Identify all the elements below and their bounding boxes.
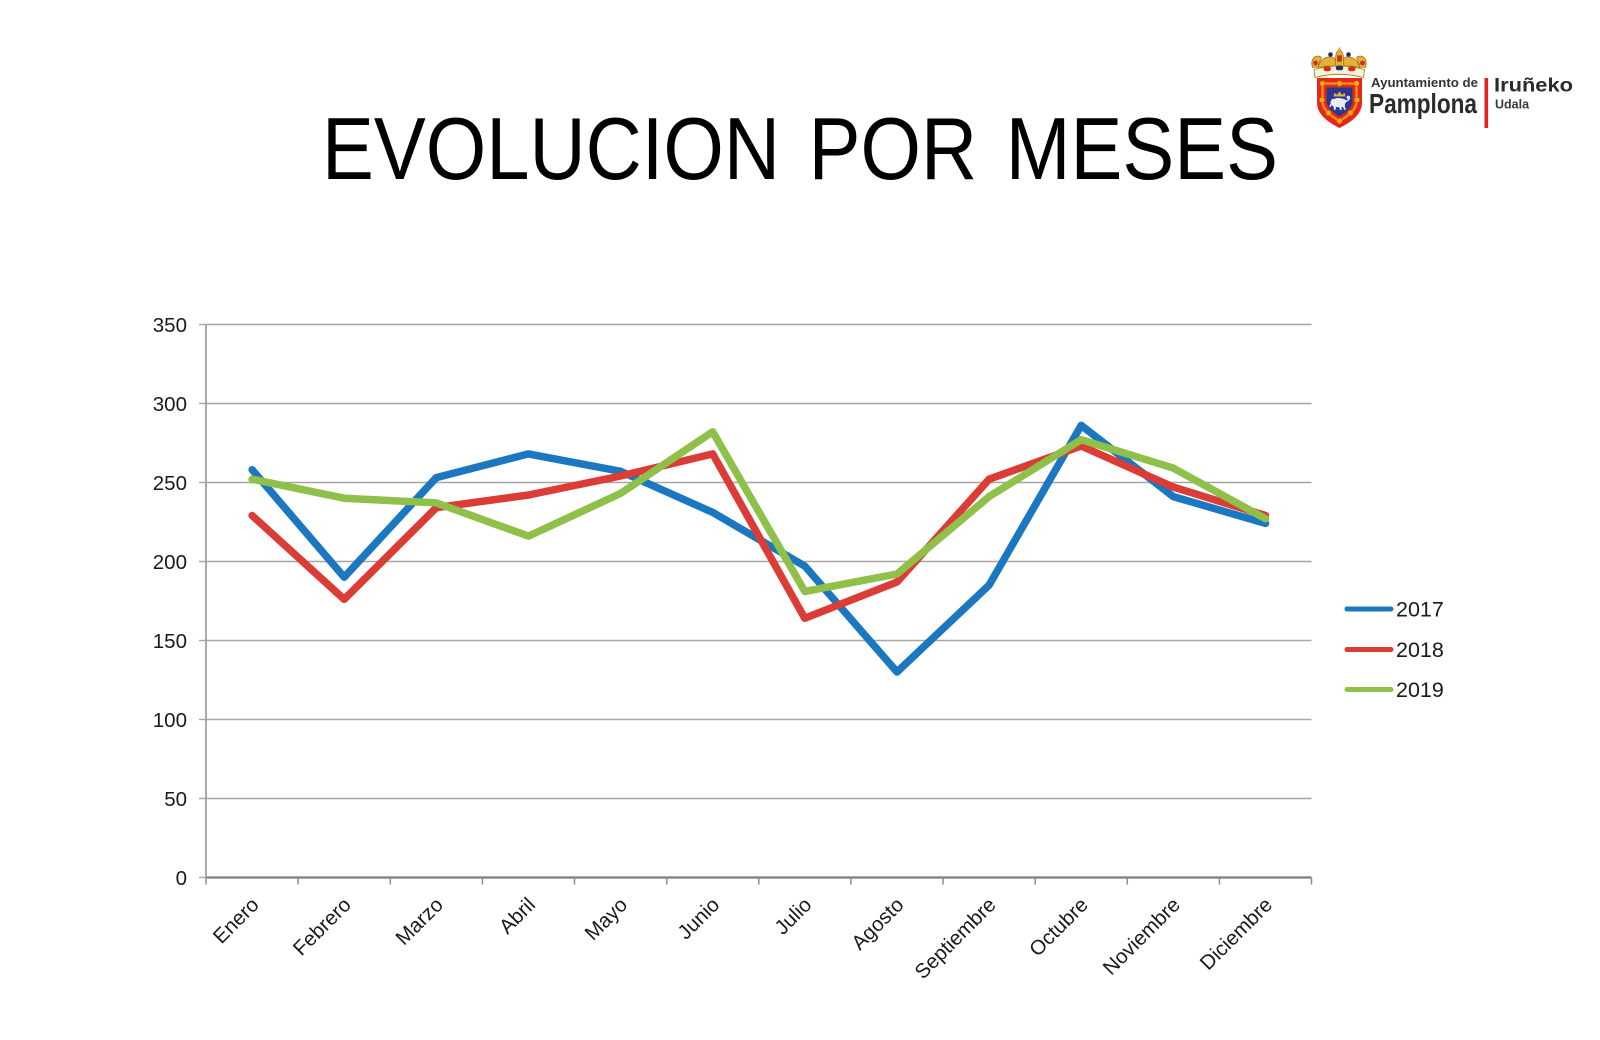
svg-text:0: 0 <box>176 867 187 890</box>
svg-text:2018: 2018 <box>1396 638 1444 662</box>
svg-text:EVOLUCION POR MESES: EVOLUCION POR MESES <box>322 99 1278 198</box>
svg-text:Iruñeko: Iruñeko <box>1494 76 1573 97</box>
svg-text:Pamplona: Pamplona <box>1369 88 1478 119</box>
svg-text:300: 300 <box>153 393 187 416</box>
svg-text:150: 150 <box>153 630 187 653</box>
svg-text:2017: 2017 <box>1396 598 1444 622</box>
svg-text:Udala: Udala <box>1495 98 1530 112</box>
svg-text:Ayuntamiento de: Ayuntamiento de <box>1371 75 1478 90</box>
svg-text:2019: 2019 <box>1396 678 1444 702</box>
svg-text:100: 100 <box>153 709 187 732</box>
svg-text:250: 250 <box>153 472 187 495</box>
svg-text:200: 200 <box>153 551 187 574</box>
svg-text:50: 50 <box>164 788 187 811</box>
svg-text:350: 350 <box>153 314 187 337</box>
